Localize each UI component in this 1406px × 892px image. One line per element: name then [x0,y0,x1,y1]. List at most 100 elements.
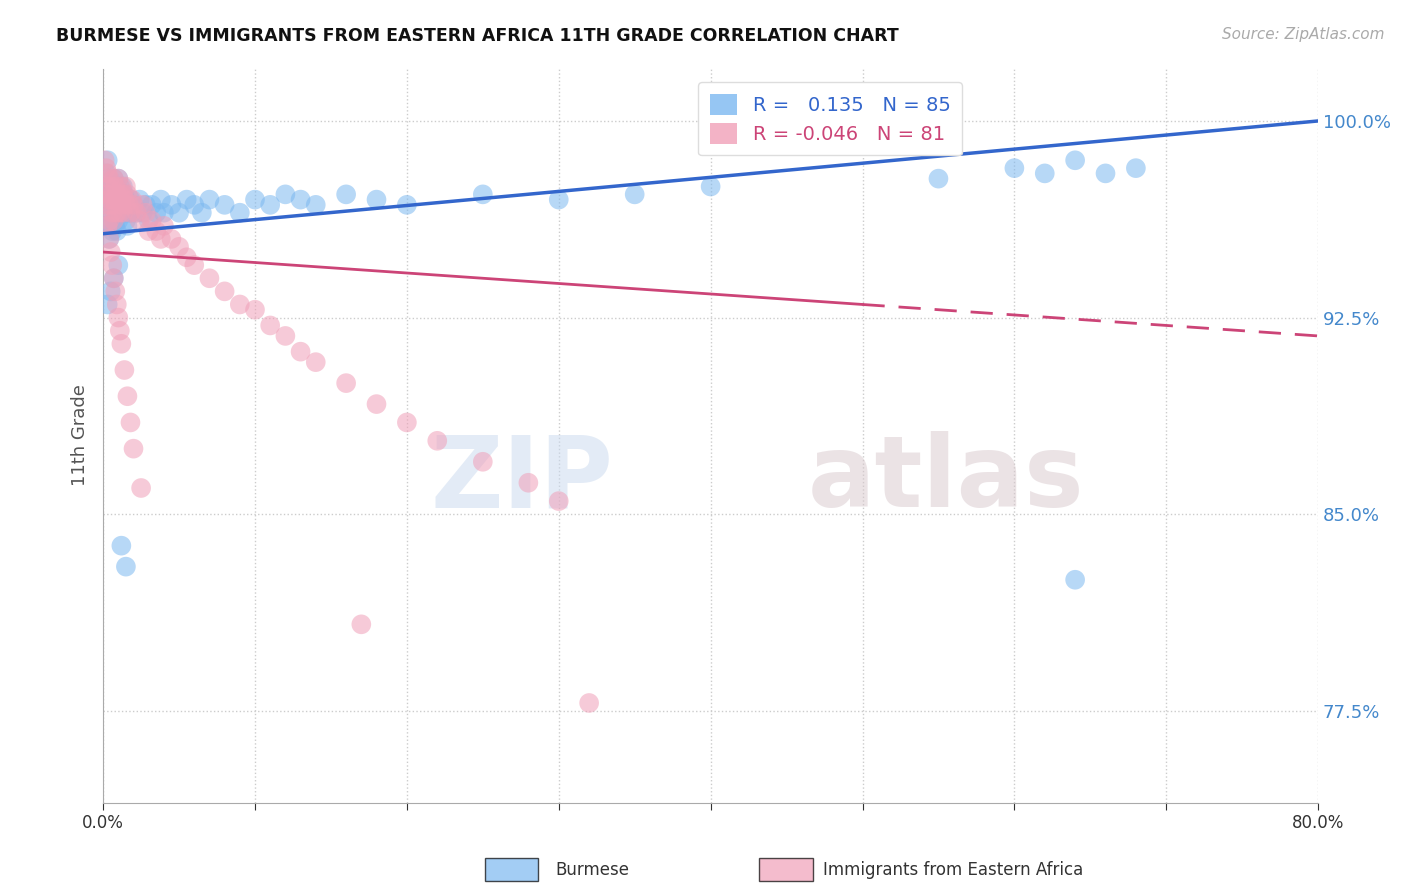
Point [145,224,167,238]
Point [98,213,121,227]
Point [115,193,138,207]
Point [96,166,118,180]
Point [100,198,122,212]
Text: Burmese: Burmese [555,861,630,879]
Point [138,213,160,227]
Point [117,198,139,212]
Point [111,205,134,219]
Point [93,153,115,168]
Point [547,193,569,207]
Point [350,617,373,632]
Point [103,271,125,285]
Point [104,198,127,212]
Text: BURMESE VS IMMIGRANTS FROM EASTERN AFRICA 11TH GRADE CORRELATION CHART: BURMESE VS IMMIGRANTS FROM EASTERN AFRIC… [56,27,898,45]
Point [115,198,138,212]
Point [104,198,127,212]
Point [131,198,153,212]
Point [100,179,122,194]
Point [290,193,312,207]
Point [145,205,167,219]
Point [98,232,121,246]
Point [112,187,135,202]
Point [110,198,132,212]
Point [100,179,122,194]
Point [1125,161,1147,176]
Point [335,187,357,202]
Text: ZIP: ZIP [430,431,613,528]
Point [98,232,121,246]
Point [214,198,236,212]
Text: Source: ZipAtlas.com: Source: ZipAtlas.com [1222,27,1385,42]
Point [699,179,721,194]
Point [105,224,128,238]
Point [471,455,494,469]
Point [129,481,152,495]
Point [1002,161,1025,176]
Point [117,187,139,202]
Point [108,324,131,338]
Point [97,166,120,180]
Point [229,297,252,311]
Point [97,187,120,202]
Point [395,416,418,430]
Point [107,193,129,207]
Point [107,258,129,272]
Point [111,179,134,194]
Point [97,153,120,168]
Point [110,179,132,194]
Point [117,219,139,233]
Point [108,179,131,194]
Point [176,193,198,207]
Point [160,232,183,246]
Y-axis label: 11th Grade: 11th Grade [72,384,89,486]
Point [167,240,190,254]
Point [125,205,148,219]
Point [103,193,125,207]
Point [274,329,297,343]
Point [120,416,142,430]
Point [108,198,131,212]
Point [105,297,128,311]
Point [107,171,129,186]
Point [118,205,141,219]
Point [153,205,176,219]
Point [111,198,134,212]
Point [259,198,281,212]
Point [107,193,129,207]
Point [98,171,121,186]
Point [105,187,128,202]
Point [131,205,153,219]
Point [578,696,600,710]
Point [117,389,139,403]
Point [229,205,252,219]
Point [121,205,143,219]
Point [135,205,157,219]
Point [111,187,134,202]
Point [517,475,540,490]
Point [366,397,388,411]
Point [176,250,198,264]
Point [118,198,141,212]
Point [104,219,127,233]
Point [103,271,125,285]
Point [243,193,266,207]
Point [97,198,120,212]
Point [112,193,135,207]
Point [1064,153,1087,168]
Point [100,285,122,299]
Point [105,205,128,219]
Point [115,213,138,227]
Point [103,171,125,186]
Point [366,193,388,207]
Point [141,213,163,227]
Point [101,205,124,219]
Point [101,205,124,219]
Point [191,205,214,219]
Point [183,258,205,272]
Point [103,213,125,227]
Point [128,193,150,207]
Point [112,205,135,219]
Point [426,434,449,448]
Point [104,179,127,194]
Point [101,187,124,202]
